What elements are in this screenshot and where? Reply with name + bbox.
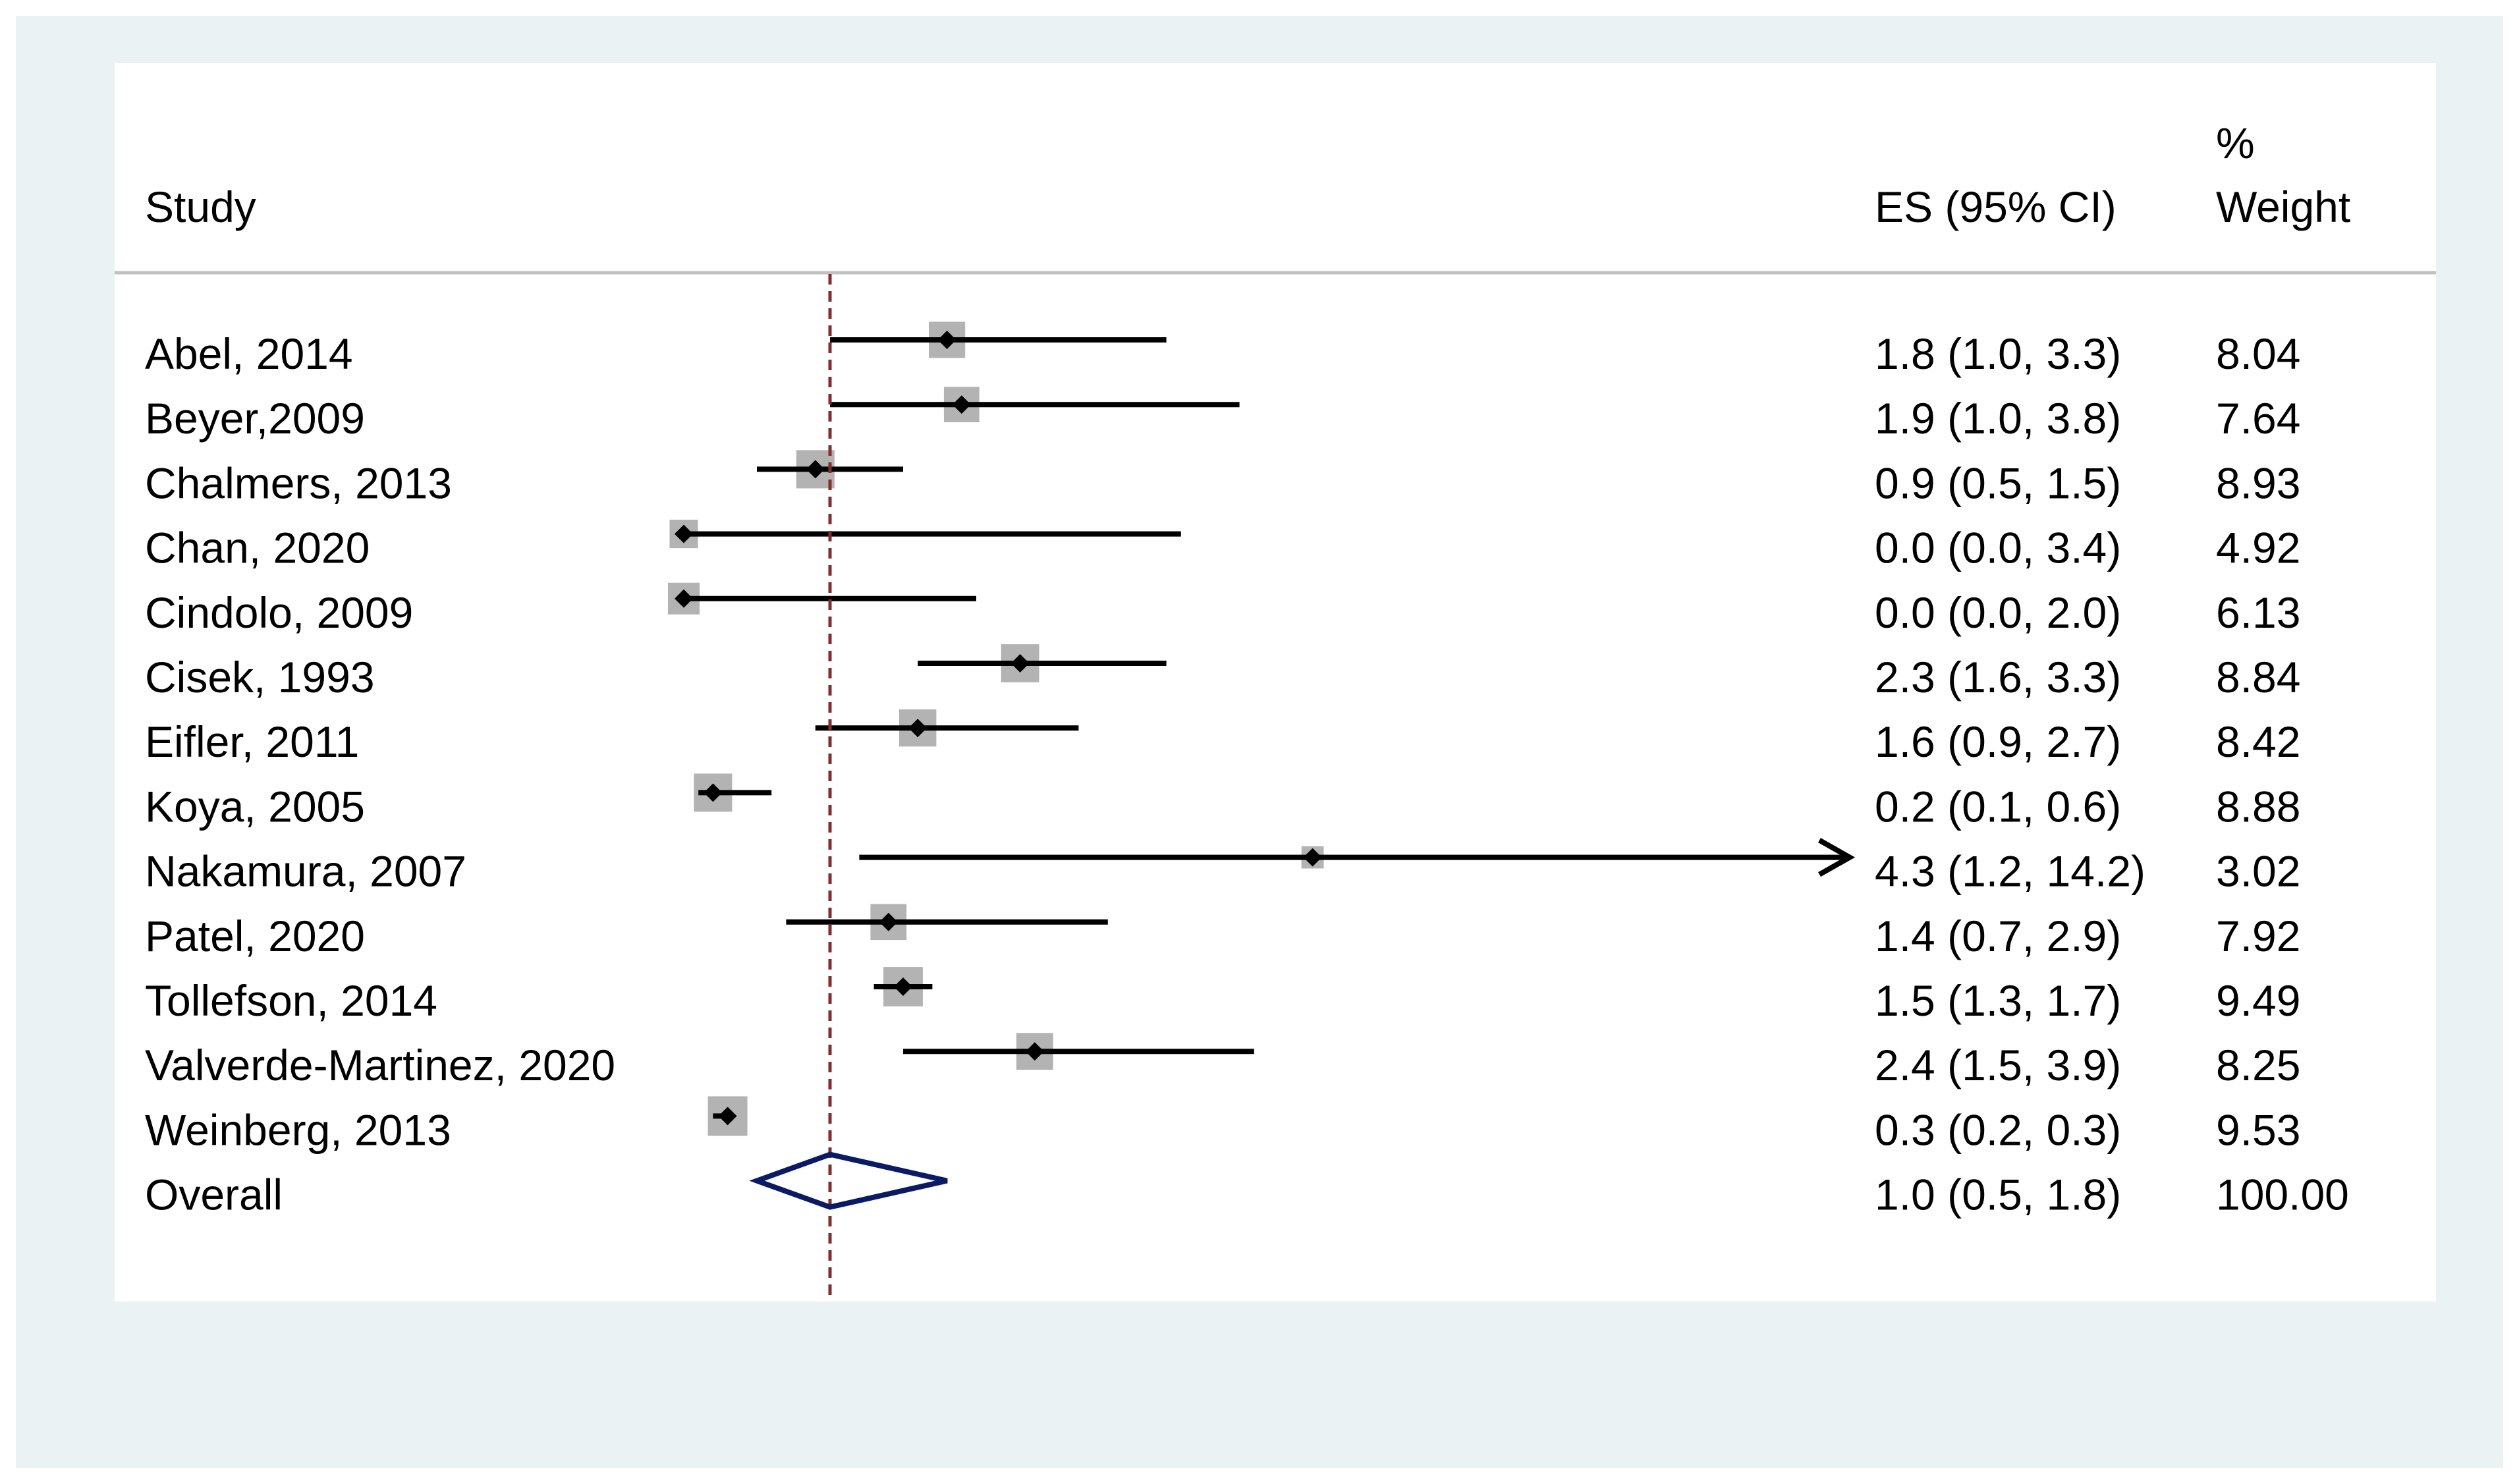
study-label: Cisek, 1993 — [145, 653, 375, 701]
point-estimate — [675, 589, 693, 608]
overall-weight: 100.00 — [2216, 1170, 2349, 1219]
ci-arrow — [1818, 838, 1856, 877]
study-es-ci: 0.0 (0.0, 2.0) — [1875, 588, 2121, 637]
study-es-ci: 1.5 (1.3, 1.7) — [1875, 976, 2121, 1025]
study-es-ci: 2.4 (1.5, 3.9) — [1875, 1041, 2121, 1089]
study-row: Eifler, 2011 1.6 (0.9, 2.7) 8.42 — [145, 709, 2300, 766]
point-estimate — [675, 524, 693, 543]
study-label: Eifler, 2011 — [145, 717, 359, 766]
study-row: Cindolo, 2009 0.0 (0.0, 2.0) 6.13 — [145, 582, 2300, 637]
study-row: Weinberg, 2013 0.3 (0.2, 0.3) 9.53 — [145, 1096, 2300, 1154]
point-estimate — [718, 1107, 737, 1126]
study-es-ci: 1.9 (1.0, 3.8) — [1875, 394, 2121, 443]
point-estimate — [704, 783, 723, 802]
study-es-ci: 1.6 (0.9, 2.7) — [1875, 717, 2121, 766]
study-row: Valverde-Martinez, 2020 2.4 (1.5, 3.9) 8.2… — [145, 1033, 2300, 1089]
study-es-ci: 0.9 (0.5, 1.5) — [1875, 458, 2121, 507]
study-es-ci: 0.0 (0.0, 3.4) — [1875, 524, 2121, 572]
study-es-ci: 4.3 (1.2, 14.2) — [1875, 847, 2145, 896]
study-row: Chan, 2020 0.0 (0.0, 3.4) 4.92 — [145, 520, 2300, 572]
study-es-ci: 2.3 (1.6, 3.3) — [1875, 653, 2121, 701]
point-estimate — [806, 460, 825, 479]
study-row: Cisek, 1993 2.3 (1.6, 3.3) 8.84 — [145, 644, 2300, 701]
study-label: Cindolo, 2009 — [145, 588, 413, 637]
study-label: Patel, 2020 — [145, 912, 365, 960]
study-weight: 8.04 — [2216, 329, 2300, 378]
study-es-ci: 1.4 (0.7, 2.9) — [1875, 912, 2121, 960]
study-label: Tollefson, 2014 — [145, 976, 437, 1025]
study-label: Beyer,2009 — [145, 394, 365, 443]
study-weight: 4.92 — [2216, 524, 2300, 572]
column-header-weight-line2: Weight — [2216, 182, 2350, 231]
plot-panel — [115, 63, 2436, 1302]
overall-row: Overall 1.0 (0.5, 1.8) 100.00 — [145, 1170, 2349, 1219]
study-label: Weinberg, 2013 — [145, 1105, 451, 1154]
point-estimate — [894, 977, 912, 996]
study-row: Nakamura, 2007 4.3 (1.2, 14.2) 3.02 — [145, 838, 2300, 896]
study-weight: 3.02 — [2216, 847, 2300, 896]
study-weight: 9.53 — [2216, 1105, 2300, 1154]
study-es-ci: 0.3 (0.2, 0.3) — [1875, 1105, 2121, 1154]
study-row: Tollefson, 2014 1.5 (1.3, 1.7) 9.49 — [145, 967, 2300, 1025]
study-weight: 8.84 — [2216, 653, 2300, 701]
study-label: Nakamura, 2007 — [145, 847, 466, 896]
study-weight: 8.42 — [2216, 717, 2300, 766]
point-estimate — [937, 331, 956, 349]
point-estimate — [879, 912, 898, 931]
study-label: Chalmers, 2013 — [145, 458, 452, 507]
point-estimate — [1025, 1042, 1044, 1061]
column-header-weight-line1: % — [2216, 119, 2255, 167]
study-es-ci: 0.2 (0.1, 0.6) — [1875, 782, 2121, 831]
study-weight: 9.49 — [2216, 976, 2300, 1025]
study-label: Koya, 2005 — [145, 782, 365, 831]
study-row: Koya, 2005 0.2 (0.1, 0.6) 8.88 — [145, 773, 2300, 831]
study-label: Abel, 2014 — [145, 329, 353, 378]
overall-es-ci: 1.0 (0.5, 1.8) — [1875, 1170, 2121, 1219]
study-row: Abel, 2014 1.8 (1.0, 3.3) 8.04 — [145, 321, 2300, 378]
study-row: Patel, 2020 1.4 (0.7, 2.9) 7.92 — [145, 904, 2300, 960]
point-estimate — [952, 395, 971, 414]
point-estimate — [1303, 848, 1322, 867]
study-es-ci: 1.8 (1.0, 3.3) — [1875, 329, 2121, 378]
study-weight: 7.64 — [2216, 394, 2300, 443]
outer-background: Study ES (95% CI) % Weight Abel, 2014 1.8… — [16, 16, 2503, 1468]
overall-diamond — [749, 1151, 948, 1210]
study-label: Valverde-Martinez, 2020 — [145, 1041, 615, 1089]
study-label: Chan, 2020 — [145, 524, 370, 572]
study-row: Chalmers, 2013 0.9 (0.5, 1.5) 8.93 — [145, 450, 2300, 507]
study-weight: 8.93 — [2216, 458, 2300, 507]
column-header-study: Study — [145, 182, 256, 231]
point-estimate — [1010, 654, 1030, 673]
study-weight: 7.92 — [2216, 912, 2300, 960]
overall-label: Overall — [145, 1170, 283, 1219]
study-row: Beyer,2009 1.9 (1.0, 3.8) 7.64 — [145, 387, 2300, 443]
forest-plot: Study ES (95% CI) % Weight Abel, 2014 1.8… — [115, 63, 2436, 1302]
point-estimate — [908, 719, 927, 738]
study-weight: 8.88 — [2216, 782, 2300, 831]
column-header-es: ES (95% CI) — [1875, 182, 2117, 231]
study-weight: 6.13 — [2216, 588, 2300, 637]
study-weight: 8.25 — [2216, 1041, 2300, 1089]
